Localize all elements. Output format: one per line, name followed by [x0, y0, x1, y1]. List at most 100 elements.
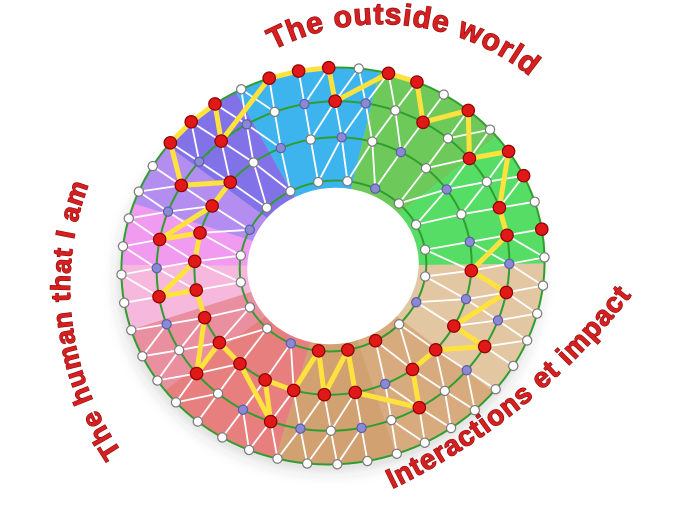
white-node — [342, 176, 353, 187]
mesh-line — [415, 213, 462, 226]
mesh-line — [167, 205, 213, 213]
mesh-line — [279, 147, 292, 192]
mesh-line — [128, 210, 169, 220]
white-node — [438, 89, 449, 100]
purple-node — [411, 296, 422, 308]
mesh-line — [434, 349, 446, 392]
purple-node — [194, 156, 205, 167]
mesh-line — [245, 124, 255, 163]
white-node — [539, 252, 550, 263]
white-node — [117, 241, 129, 252]
mesh-line — [398, 188, 447, 205]
red-node — [189, 283, 204, 297]
mesh-line — [121, 267, 157, 276]
mesh-line — [122, 245, 158, 269]
purple-node — [460, 293, 472, 305]
mesh-line — [384, 383, 420, 409]
mesh-line — [178, 317, 206, 351]
mesh-line — [330, 391, 357, 432]
mesh-line — [374, 340, 387, 385]
mesh-line — [299, 394, 326, 430]
mesh-line — [446, 180, 487, 191]
red-node — [340, 343, 355, 357]
red-node — [381, 66, 396, 81]
mesh-line — [484, 339, 528, 348]
mesh-line — [398, 167, 427, 205]
mesh-line — [506, 234, 545, 259]
mesh-line — [424, 248, 472, 272]
white-node — [133, 186, 145, 197]
red-node — [462, 151, 477, 166]
white-node — [537, 280, 549, 291]
red-node — [405, 362, 420, 377]
purple-node — [504, 258, 515, 270]
mesh-line — [415, 188, 448, 226]
mesh-line — [273, 111, 282, 149]
mesh-line — [199, 228, 250, 234]
mesh-line — [159, 238, 196, 263]
red-node — [412, 400, 427, 415]
red-node — [516, 168, 531, 183]
mesh-line — [303, 67, 330, 105]
mesh-line — [360, 427, 369, 462]
red-node — [286, 383, 301, 398]
mesh-line — [204, 306, 251, 319]
red-node — [233, 356, 247, 371]
white-node — [410, 219, 422, 230]
white-node — [508, 360, 519, 372]
mesh-line — [371, 109, 397, 143]
mesh-line — [453, 319, 499, 327]
mesh-line — [121, 273, 160, 298]
mesh-line — [371, 141, 377, 189]
white-node — [490, 384, 501, 395]
mesh-line — [220, 140, 232, 183]
white-node — [126, 325, 137, 336]
mesh-line — [416, 298, 467, 304]
purple-node — [492, 315, 504, 326]
white-node — [391, 448, 402, 459]
mesh-line — [336, 427, 363, 465]
purple-node — [299, 98, 310, 110]
red-node — [205, 199, 219, 213]
white-node — [393, 319, 405, 330]
white-node — [420, 271, 431, 282]
red-node — [223, 175, 238, 189]
mesh-line — [194, 254, 241, 263]
mesh-line — [246, 123, 282, 149]
mesh-line — [346, 141, 374, 182]
mesh-line — [374, 151, 402, 190]
mesh-line — [340, 137, 349, 182]
white-node — [212, 388, 224, 399]
white-node — [481, 176, 493, 188]
white-node — [192, 416, 203, 427]
red-node — [328, 94, 342, 109]
white-node — [353, 63, 364, 74]
red-node — [174, 178, 189, 193]
red-node — [214, 134, 229, 148]
white-node — [332, 459, 343, 470]
mesh-line — [390, 419, 426, 444]
red-node — [193, 226, 207, 240]
red-node — [184, 115, 199, 129]
mesh-line — [289, 343, 295, 391]
red-node — [477, 339, 492, 354]
purple-node — [379, 378, 391, 390]
purple-node — [441, 184, 452, 195]
purple-node — [336, 132, 347, 143]
mesh-line — [497, 319, 528, 342]
white-node — [305, 134, 316, 145]
mesh-line — [299, 428, 309, 464]
red-node — [152, 289, 166, 304]
white-node — [244, 302, 256, 313]
white-node — [419, 244, 431, 255]
white-node — [285, 186, 296, 197]
mesh-line — [196, 362, 241, 375]
purple-node — [295, 423, 306, 434]
mesh-line — [138, 184, 182, 193]
mesh-line — [390, 419, 398, 454]
mesh-line — [508, 263, 544, 287]
mesh-line — [424, 275, 467, 300]
mesh-line — [374, 340, 414, 371]
white-node — [521, 335, 533, 346]
